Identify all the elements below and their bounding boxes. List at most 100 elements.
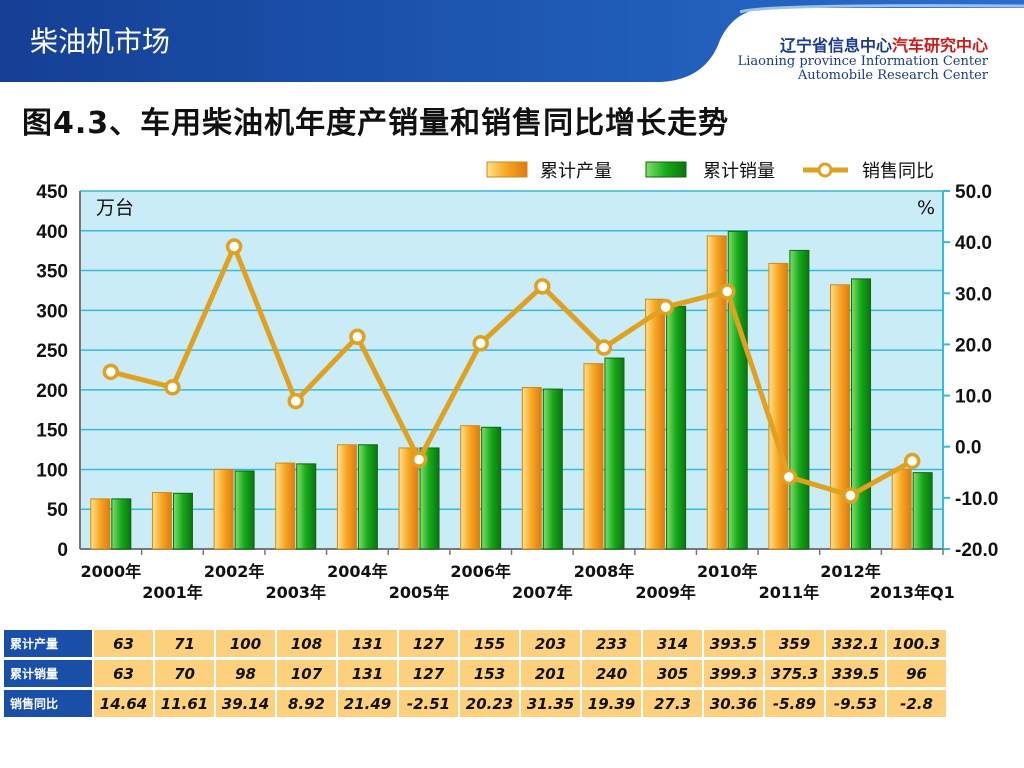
bar-production	[645, 298, 666, 550]
table-cell: 96	[887, 660, 946, 687]
bar-sales	[172, 492, 193, 550]
point-yoy	[410, 451, 428, 468]
table-cell: -2.8	[887, 690, 946, 717]
bar-production	[706, 235, 727, 550]
y-right-tick-label: -20.0	[955, 540, 998, 561]
point-yoy	[534, 278, 551, 295]
table-row: 销售同比 14.64 11.61 39.14 8.92 21.49 -2.51 20.23 31…	[4, 690, 946, 717]
bar-sales	[419, 447, 440, 550]
table-cell: 108	[277, 630, 336, 657]
table-cell: 20.23	[460, 690, 519, 717]
point-yoy	[719, 283, 736, 300]
bar-sales	[111, 498, 132, 550]
point-yoy	[287, 392, 304, 410]
y-left-tick-label: 0	[57, 540, 68, 561]
table-cell: 339.5	[826, 660, 885, 687]
legend: 累计产量 累计销量 销售同比	[486, 161, 934, 182]
org-name-en-1: Liaoning province Information Center	[737, 54, 988, 69]
y-left-tick-label: 400	[36, 222, 68, 243]
table-cell: 8.92	[277, 690, 336, 717]
bar-sales	[912, 472, 933, 550]
table-cell: 100.3	[887, 630, 946, 657]
y-right-tick-label: 50.0	[955, 182, 992, 203]
x-tick-label: 2000年	[81, 562, 142, 581]
legend-swatch-production	[486, 161, 528, 178]
x-tick-label: 2010年	[697, 562, 758, 581]
table-cell: 359	[765, 630, 824, 657]
plot-area	[80, 191, 943, 549]
bar-sales	[542, 388, 563, 550]
bar-production	[768, 262, 789, 550]
table-row: 累计销量 63 70 98 107 131 127 153 201 240 305 399.3 375.…	[4, 660, 946, 687]
legend-swatch-sales	[645, 161, 687, 178]
table-cell: 71	[155, 630, 214, 657]
table-cell: 30.36	[704, 690, 763, 717]
bar-sales	[604, 357, 625, 550]
table-row-header: 销售同比	[4, 690, 92, 717]
y-left-tick-label: 50	[47, 500, 68, 521]
table-cell: 203	[521, 630, 580, 657]
org-name-cn-a: 辽宁省信息中心	[779, 36, 892, 55]
table-cell: 240	[582, 660, 641, 687]
legend-label-yoy: 销售同比	[862, 161, 934, 182]
bar-production	[460, 425, 481, 550]
point-yoy	[225, 238, 243, 255]
x-tick-label: 2012年	[820, 562, 881, 581]
table-cell: 393.5	[704, 630, 763, 657]
bar-sales	[357, 444, 378, 550]
table-cell: 27.3	[643, 690, 702, 717]
point-yoy	[349, 328, 366, 346]
bar-production	[90, 498, 111, 550]
bar-production	[151, 492, 172, 550]
table-cell: -2.51	[399, 690, 458, 717]
bar-production	[521, 387, 542, 550]
table-cell: 233	[582, 630, 641, 657]
y-left-tick-label: 450	[36, 182, 68, 203]
bar-production	[213, 468, 234, 550]
table-cell: 100	[216, 630, 275, 657]
point-yoy	[780, 468, 798, 486]
bar-sales	[851, 278, 872, 550]
table-cell: 305	[643, 660, 702, 687]
bar-sales	[234, 470, 255, 550]
table-cell: 153	[460, 660, 519, 687]
table-cell: 314	[643, 630, 702, 657]
x-tick-label: 2001年	[142, 583, 203, 602]
data-table: 累计产量 63 71 100 108 131 127 155 203 233 314 393.5 359…	[2, 627, 948, 720]
bar-production	[830, 284, 851, 550]
x-tick-label: 2013年Q1	[870, 583, 955, 602]
bar-production	[583, 363, 604, 550]
table-cell: 332.1	[826, 630, 885, 657]
legend-swatch-yoy-marker	[817, 162, 833, 178]
legend-label-sales: 累计销量	[703, 161, 775, 182]
table-cell: -9.53	[826, 690, 885, 717]
bar-production	[275, 462, 296, 550]
table-cell: 63	[94, 660, 153, 687]
table-cell: 98	[216, 660, 275, 687]
point-yoy	[903, 452, 921, 470]
bar-production	[336, 444, 357, 550]
x-tick-label: 2011年	[759, 583, 820, 602]
table-cell: 127	[399, 630, 458, 657]
table-cell: 127	[399, 660, 458, 687]
x-tick-label: 2007年	[512, 583, 573, 602]
bar-sales	[789, 249, 810, 550]
point-yoy	[472, 335, 489, 352]
bar-sales	[666, 305, 687, 550]
x-tick-label: 2009年	[635, 583, 696, 602]
point-yoy	[595, 339, 613, 356]
table-cell: 39.14	[216, 690, 275, 717]
org-name-cn: 辽宁省信息中心汽车研究中心	[780, 32, 988, 56]
point-yoy	[842, 487, 859, 504]
y-right-tick-label: 30.0	[955, 284, 992, 305]
bar-production	[398, 447, 419, 550]
bar-sales	[481, 426, 502, 550]
x-tick-label: 2003年	[265, 583, 326, 602]
x-tick-label: 2004年	[327, 562, 388, 581]
y-right-tick-label: 10.0	[955, 387, 992, 408]
section-title: 柴油机市场	[30, 25, 171, 58]
legend-label-production: 累计产量	[540, 161, 612, 182]
point-yoy	[657, 298, 674, 316]
y-left-tick-label: 150	[36, 421, 68, 442]
y-left-tick-label: 350	[36, 262, 68, 283]
